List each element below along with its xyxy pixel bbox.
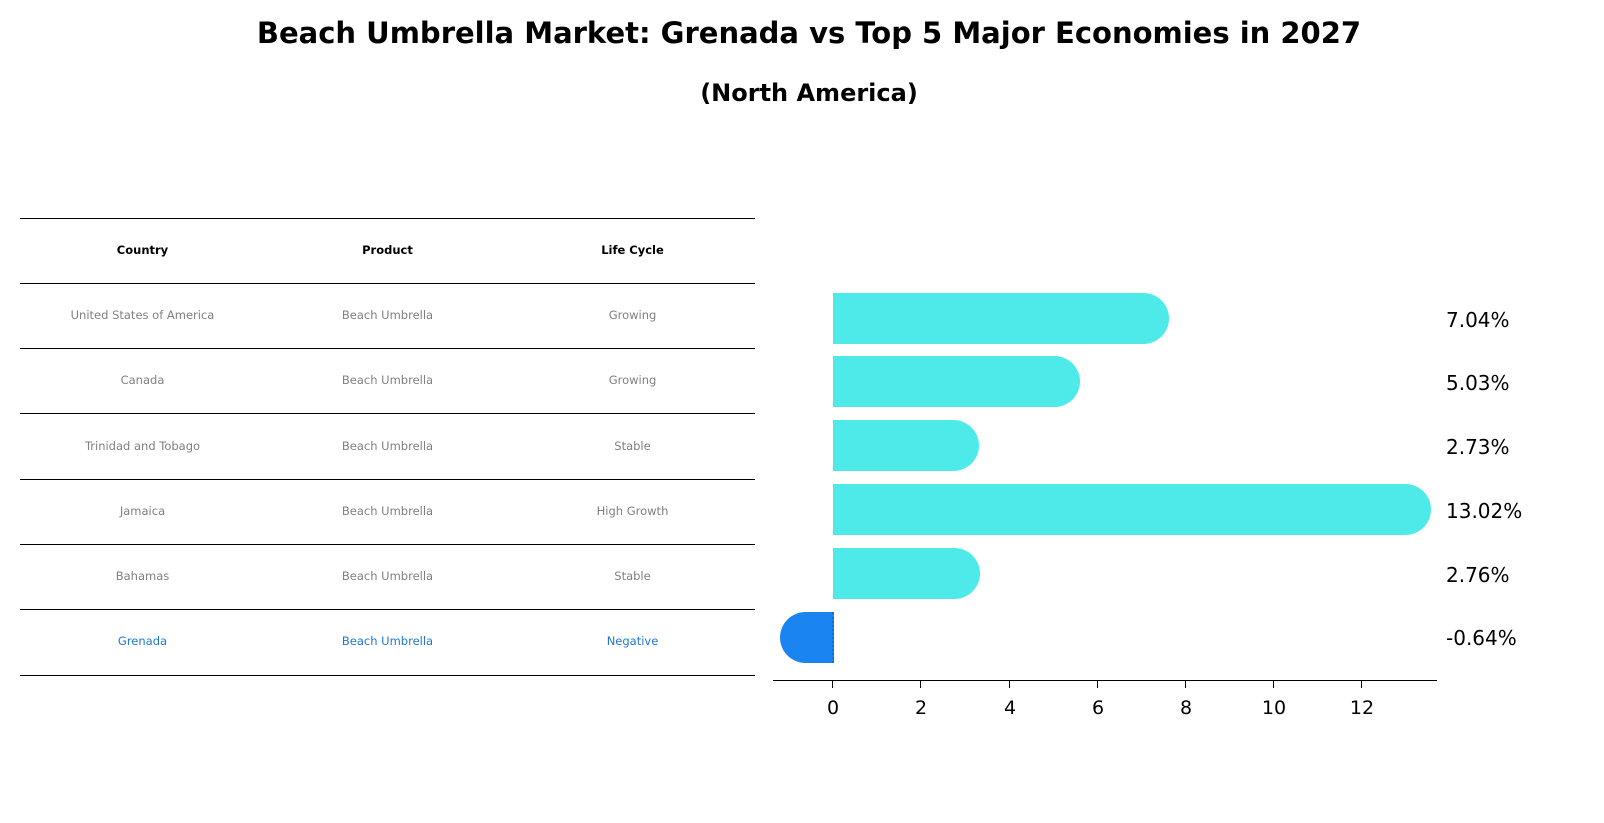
x-tick-label: 0 [826,697,840,719]
cell-product: Beach Umbrella [341,373,434,387]
table-rule [20,218,755,219]
x-tick-label: 10 [1261,697,1287,719]
cell-product: Beach Umbrella [341,308,434,322]
chart-subtitle: (North America) [700,79,918,107]
chart-title: Beach Umbrella Market: Grenada vs Top 5 … [256,16,1362,50]
cell-product: Beach Umbrella [341,439,434,453]
bar-canada [833,356,1080,407]
cell-life-cycle: Stable [614,569,651,583]
cell-country: Jamaica [119,504,166,518]
value-label: 2.76% [1446,563,1510,587]
x-axis-line [773,680,1437,681]
table-rule [20,544,755,545]
column-header-life-cycle: Life Cycle [601,243,664,257]
x-tick [1009,681,1010,688]
cell-life-cycle: Stable [614,439,651,453]
column-header-country: Country [116,243,169,257]
value-label: 2.73% [1446,435,1510,459]
x-tick-label: 4 [1003,697,1017,719]
x-tick [1273,681,1274,688]
cell-product: Beach Umbrella [341,569,434,583]
cell-life-cycle: Negative [606,634,659,648]
x-tick-label: 12 [1349,697,1375,719]
cell-country: Trinidad and Tobago [84,439,201,453]
value-label: 5.03% [1446,371,1510,395]
cell-life-cycle: High Growth [596,504,669,518]
cell-country: Grenada [117,634,168,648]
cell-product: Beach Umbrella [341,504,434,518]
table-rule [20,675,755,676]
x-tick-label: 6 [1091,697,1105,719]
cell-product: Beach Umbrella [341,634,434,648]
table-rule [20,609,755,610]
table-rule [20,348,755,349]
x-tick [1097,681,1098,688]
table-rule [20,413,755,414]
x-tick [832,681,833,688]
table-rule [20,283,755,284]
table-rule [20,479,755,480]
bar-united-states [833,293,1169,344]
bar-trinidad-and-tobago [833,420,979,471]
value-label: -0.64% [1446,626,1517,650]
x-tick [920,681,921,688]
value-label: 13.02% [1446,499,1523,523]
x-tick [1185,681,1186,688]
cell-country: United States of America [70,308,215,322]
column-header-product: Product [362,243,413,257]
cell-country: Bahamas [115,569,170,583]
x-tick-label: 8 [1179,697,1193,719]
bar-jamaica [833,484,1431,535]
cell-country: Canada [120,373,165,387]
cell-life-cycle: Growing [608,308,657,322]
cell-life-cycle: Growing [608,373,657,387]
x-tick [1361,681,1362,688]
value-label: 7.04% [1446,308,1510,332]
x-tick-label: 2 [914,697,928,719]
bar-bahamas [833,548,980,599]
bar-grenada [780,612,834,663]
